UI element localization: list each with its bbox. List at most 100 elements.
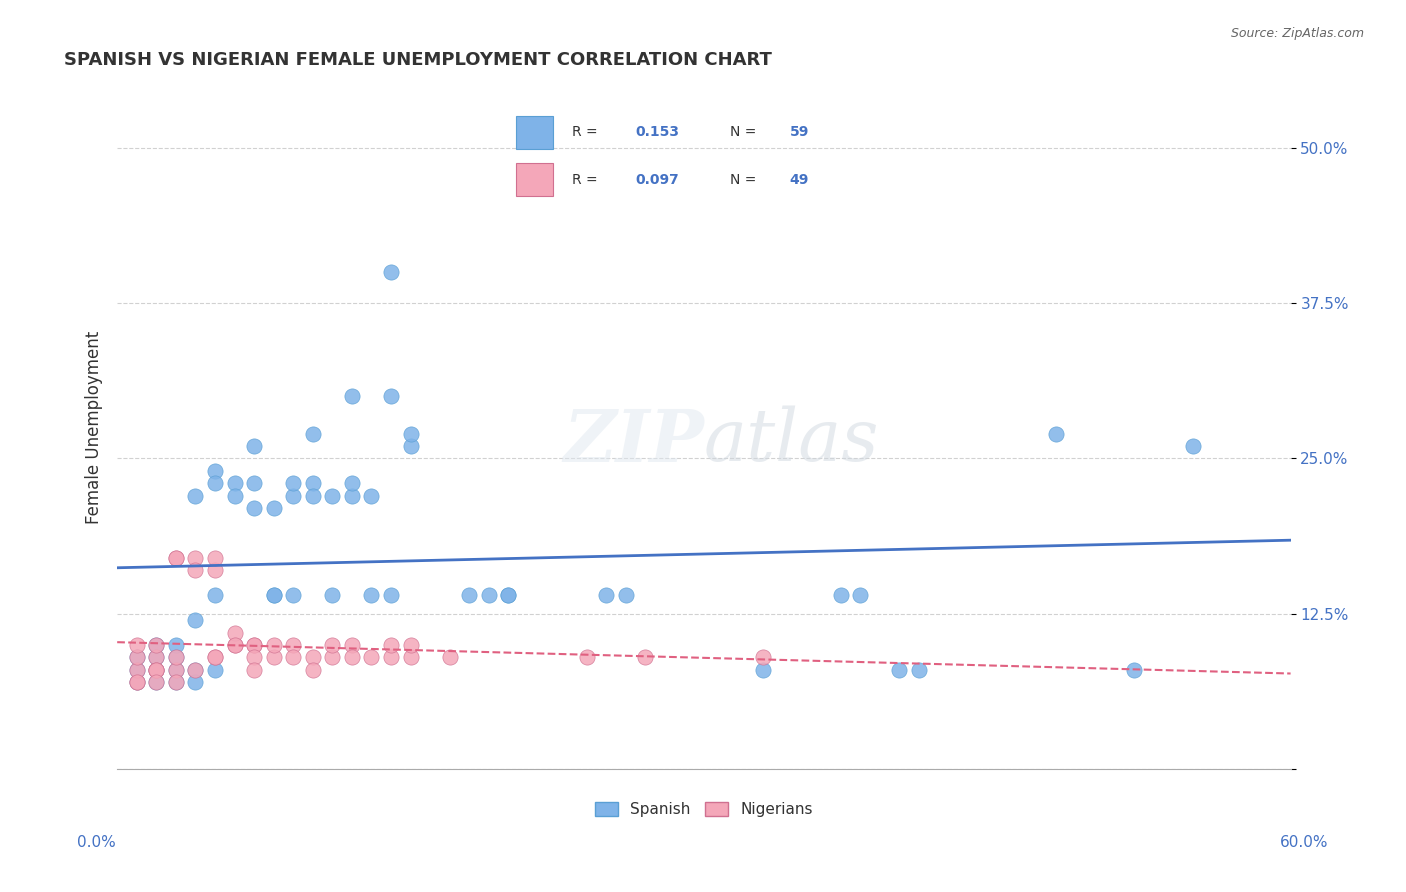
Point bbox=[224, 489, 246, 503]
Point bbox=[204, 464, 226, 478]
Point bbox=[204, 476, 226, 491]
Point bbox=[125, 650, 148, 665]
Point bbox=[224, 625, 246, 640]
Point bbox=[145, 663, 167, 677]
Point bbox=[125, 638, 148, 652]
Point bbox=[184, 663, 207, 677]
Point bbox=[243, 650, 266, 665]
Point bbox=[478, 588, 501, 602]
Text: 0.0%: 0.0% bbox=[77, 836, 117, 850]
Point bbox=[145, 650, 167, 665]
Point bbox=[184, 675, 207, 690]
Point bbox=[360, 489, 382, 503]
Point bbox=[889, 663, 911, 677]
Point bbox=[165, 650, 187, 665]
Point bbox=[125, 675, 148, 690]
Point bbox=[301, 650, 323, 665]
Point bbox=[380, 265, 402, 279]
Point bbox=[165, 663, 187, 677]
Point bbox=[145, 663, 167, 677]
Point bbox=[283, 489, 305, 503]
Point bbox=[125, 663, 148, 677]
Point bbox=[321, 489, 343, 503]
Point bbox=[125, 675, 148, 690]
Point bbox=[224, 638, 246, 652]
Point bbox=[145, 675, 167, 690]
Point bbox=[340, 389, 363, 403]
Point bbox=[380, 638, 402, 652]
Point bbox=[751, 663, 773, 677]
Point bbox=[184, 551, 207, 566]
Point bbox=[283, 476, 305, 491]
Point bbox=[145, 675, 167, 690]
Point bbox=[498, 588, 520, 602]
Text: Source: ZipAtlas.com: Source: ZipAtlas.com bbox=[1230, 27, 1364, 40]
Point bbox=[184, 663, 207, 677]
Point bbox=[165, 551, 187, 566]
Point bbox=[321, 638, 343, 652]
Point bbox=[301, 426, 323, 441]
Point bbox=[145, 663, 167, 677]
Point bbox=[849, 588, 872, 602]
Point bbox=[165, 551, 187, 566]
Point bbox=[908, 663, 931, 677]
Point bbox=[165, 675, 187, 690]
Point bbox=[263, 650, 285, 665]
Point bbox=[399, 638, 422, 652]
Point bbox=[165, 650, 187, 665]
Point bbox=[283, 588, 305, 602]
Text: SPANISH VS NIGERIAN FEMALE UNEMPLOYMENT CORRELATION CHART: SPANISH VS NIGERIAN FEMALE UNEMPLOYMENT … bbox=[65, 51, 772, 69]
Point bbox=[243, 638, 266, 652]
Point bbox=[125, 675, 148, 690]
Point bbox=[301, 476, 323, 491]
Point bbox=[165, 675, 187, 690]
Point bbox=[204, 663, 226, 677]
Point bbox=[360, 650, 382, 665]
Point bbox=[595, 588, 617, 602]
Point bbox=[145, 638, 167, 652]
Point bbox=[340, 489, 363, 503]
Point bbox=[165, 638, 187, 652]
Point bbox=[204, 588, 226, 602]
Point bbox=[204, 551, 226, 566]
Point bbox=[380, 650, 402, 665]
Point bbox=[243, 501, 266, 516]
Point bbox=[125, 650, 148, 665]
Point bbox=[263, 588, 285, 602]
Point bbox=[360, 588, 382, 602]
Point bbox=[439, 650, 461, 665]
Point bbox=[399, 650, 422, 665]
Point bbox=[614, 588, 637, 602]
Point bbox=[184, 563, 207, 577]
Point bbox=[263, 501, 285, 516]
Point bbox=[125, 663, 148, 677]
Text: 60.0%: 60.0% bbox=[1281, 836, 1329, 850]
Point bbox=[224, 638, 246, 652]
Point bbox=[243, 638, 266, 652]
Point bbox=[634, 650, 657, 665]
Point bbox=[224, 476, 246, 491]
Point bbox=[145, 638, 167, 652]
Point bbox=[165, 663, 187, 677]
Point bbox=[204, 563, 226, 577]
Point bbox=[263, 638, 285, 652]
Point bbox=[145, 650, 167, 665]
Point bbox=[184, 489, 207, 503]
Y-axis label: Female Unemployment: Female Unemployment bbox=[86, 331, 103, 524]
Point bbox=[301, 489, 323, 503]
Point bbox=[1181, 439, 1204, 453]
Text: ZIP: ZIP bbox=[562, 406, 704, 476]
Point bbox=[380, 389, 402, 403]
Point bbox=[1045, 426, 1067, 441]
Point bbox=[830, 588, 852, 602]
Point bbox=[321, 588, 343, 602]
Point bbox=[458, 588, 481, 602]
Point bbox=[399, 439, 422, 453]
Point bbox=[263, 588, 285, 602]
Point bbox=[340, 650, 363, 665]
Point bbox=[283, 650, 305, 665]
Point bbox=[340, 476, 363, 491]
Point bbox=[340, 638, 363, 652]
Point bbox=[204, 650, 226, 665]
Legend: Spanish, Nigerians: Spanish, Nigerians bbox=[589, 796, 820, 823]
